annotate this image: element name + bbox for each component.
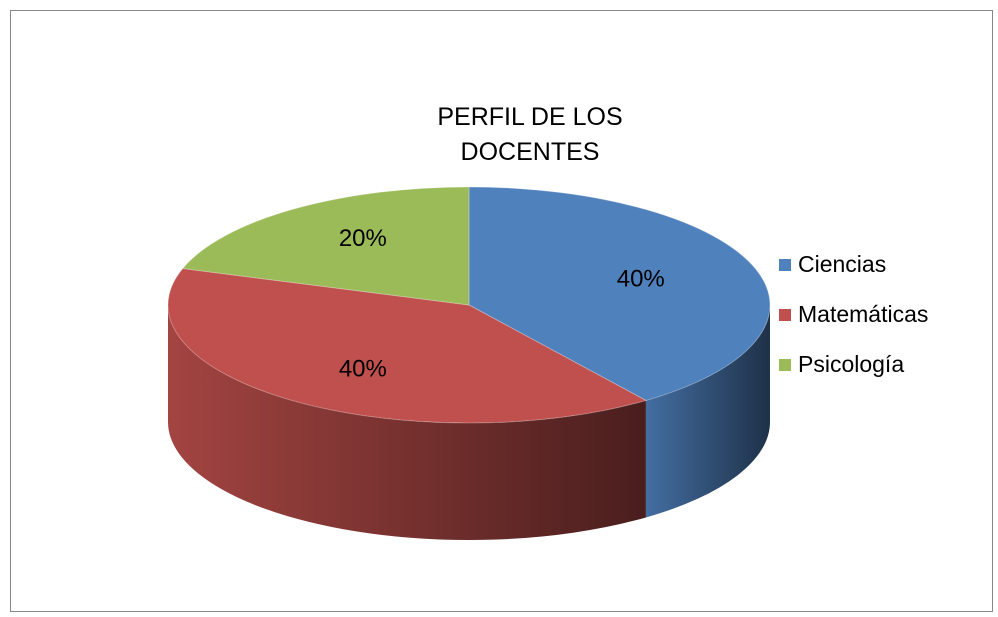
pie-slice [468,186,771,402]
legend-label: Matemáticas [798,301,928,327]
data-label: 40% [339,356,387,383]
pie-slice [167,268,648,424]
legend-swatch [779,359,791,371]
pie-side [645,305,771,518]
legend-label: Ciencias [798,251,886,277]
legend-label: Psicología [798,351,904,377]
pie-slice [181,186,470,306]
data-label: 40% [617,265,665,292]
chart-title: PERFIL DE LOS DOCENTES [437,103,623,166]
legend-swatch [779,259,791,271]
pie-side [168,305,646,540]
data-label: 20% [339,225,387,252]
legend-swatch [779,309,791,321]
